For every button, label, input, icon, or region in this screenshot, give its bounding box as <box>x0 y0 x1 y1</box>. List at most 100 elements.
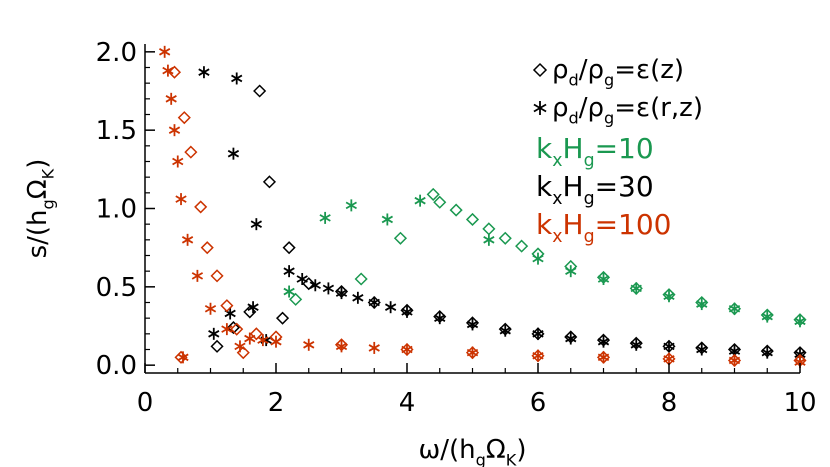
diamond-point-s4-6 <box>210 269 224 283</box>
diamond-point-s4-3 <box>184 145 198 159</box>
asterisk-point-s5-9 <box>204 302 217 315</box>
asterisk-point-s3-18 <box>466 318 479 331</box>
x-tick-label: 10 <box>783 388 816 418</box>
asterisk-point-s5-13 <box>257 334 269 347</box>
x-tick-label: 0 <box>137 388 154 418</box>
data-markers <box>159 45 807 369</box>
asterisk-point-s5-17 <box>368 341 380 354</box>
asterisk-point-s1-6 <box>532 252 544 265</box>
legend-color-label: kxHg=10 <box>536 132 654 171</box>
asterisk-point-s3-15 <box>384 301 397 314</box>
diamond-point-s0-1 <box>354 272 368 286</box>
diamond-point-s0-2 <box>393 231 408 245</box>
asterisk-point-s3-8 <box>283 265 295 278</box>
asterisk-point-s1-8 <box>597 273 610 285</box>
x-axis-label: ω/(hgΩK) <box>419 435 527 467</box>
diamond-point-s2-5 <box>275 311 290 325</box>
y-tick-label: 0.0 <box>96 351 137 381</box>
diamond-point-s2-4 <box>262 175 277 189</box>
asterisk-point-s3-14 <box>368 296 380 309</box>
diamond-point-s0-8 <box>498 231 512 245</box>
diamond-point-s2-0 <box>210 339 224 353</box>
diamond-point-s2-1 <box>226 321 240 335</box>
diamond-point-s0-0 <box>289 292 303 306</box>
asterisk-point-s3-11 <box>322 282 335 295</box>
asterisk-point-s5-10 <box>221 323 233 336</box>
asterisk-point-s5-19 <box>466 346 479 359</box>
asterisk-point-s5-16 <box>335 340 348 353</box>
asterisk-point-s3-13 <box>352 291 364 304</box>
asterisk-point-s5-18 <box>401 343 413 356</box>
diamond-point-s4-10 <box>249 327 263 341</box>
diamond-point-s4-5 <box>200 241 214 255</box>
asterisk-point-s1-9 <box>630 282 642 295</box>
asterisk-point-s5-1 <box>162 64 174 77</box>
diamond-point-s2-7 <box>302 277 316 291</box>
asterisk-point-s5-22 <box>663 352 675 365</box>
asterisk-point-s1-5 <box>483 233 495 246</box>
diamond-point-s4-8 <box>230 322 244 336</box>
asterisk-point-s5-21 <box>597 351 610 364</box>
diamond-point-s4-4 <box>194 200 208 214</box>
asterisk-point-s3-23 <box>630 338 642 351</box>
x-tick-label: 4 <box>399 388 416 418</box>
asterisk-point-s3-25 <box>696 343 708 356</box>
asterisk-point-s5-4 <box>172 155 184 168</box>
asterisk-point-s1-3 <box>381 213 393 226</box>
diamond-point-s4-7 <box>220 299 234 313</box>
asterisk-point-s5-0 <box>159 45 171 58</box>
asterisk-point-s5-20 <box>532 349 544 362</box>
diamond-point-s4-1 <box>174 350 188 364</box>
asterisk-point-s3-20 <box>532 327 544 340</box>
asterisk-point-s5-3 <box>168 124 181 137</box>
y-tick-label: 1.5 <box>96 116 137 146</box>
asterisk-point-s5-12 <box>244 332 256 345</box>
asterisk-point-s5-15 <box>303 338 315 351</box>
x-tick-label: 8 <box>661 388 678 418</box>
x-tick-label: 2 <box>268 388 285 418</box>
y-tick-label: 2.0 <box>96 38 137 68</box>
asterisk-point-s3-24 <box>663 340 675 353</box>
asterisk-point-s1-10 <box>663 290 675 303</box>
y-axis-label: s/(hgΩK) <box>23 159 57 259</box>
x-tick-label: 6 <box>530 388 547 418</box>
asterisk-point-s3-9 <box>296 273 308 285</box>
diamond-point-s0-7 <box>482 222 496 236</box>
diamond-point-s0-6 <box>465 212 480 227</box>
legend: ρd/ρg=ε(z) ρd/ρg=ε(r,z) kxHg=10kxHg=30kxHg… <box>532 55 703 247</box>
axis-labels: ω/(hgΩK) s/(hgΩK) <box>23 159 527 467</box>
asterisk-point-s3-3 <box>227 147 240 160</box>
asterisk-point-s3-2 <box>224 307 236 320</box>
tick-labels: 0 2 4 6 8 10 0.0 0.5 1.0 1.5 2.0 <box>96 38 817 418</box>
asterisk-point-s1-11 <box>696 298 708 311</box>
asterisk-point-s1-7 <box>565 265 577 278</box>
legend-symbol-label: ρd/ρg=ε(z) <box>552 55 684 89</box>
legend-color-label: kxHg=100 <box>536 208 672 247</box>
asterisk-point-s3-16 <box>401 305 413 318</box>
asterisk-point-s1-2 <box>345 199 357 212</box>
y-tick-label: 1.0 <box>96 195 137 225</box>
asterisk-point-s5-14 <box>270 335 282 348</box>
asterisk-point-s3-19 <box>499 324 511 337</box>
diamond-point-s4-2 <box>177 111 191 125</box>
asterisk-point-s3-0 <box>198 66 210 79</box>
asterisk-point-s3-21 <box>565 332 577 345</box>
legend-asterisk-icon <box>533 101 547 115</box>
asterisk-point-s5-5 <box>175 193 187 206</box>
asterisk-point-s3-4 <box>231 72 243 85</box>
asterisk-point-s5-6 <box>177 351 189 364</box>
legend-symbol-label: ρd/ρg=ε(r,z) <box>552 93 703 127</box>
asterisk-point-s3-12 <box>335 287 348 300</box>
y-tick-label: 0.5 <box>96 273 137 303</box>
asterisk-point-s5-8 <box>191 269 204 282</box>
diamond-point-s4-0 <box>167 65 182 79</box>
asterisk-point-s5-11 <box>234 340 246 353</box>
asterisk-point-s3-27 <box>761 346 773 359</box>
diamond-point-s0-5 <box>449 203 463 217</box>
asterisk-point-s1-1 <box>319 211 331 224</box>
asterisk-point-s1-4 <box>414 194 426 207</box>
diamond-point-s2-6 <box>282 241 296 255</box>
axes-frame <box>144 44 801 374</box>
asterisk-point-s1-13 <box>761 310 773 323</box>
